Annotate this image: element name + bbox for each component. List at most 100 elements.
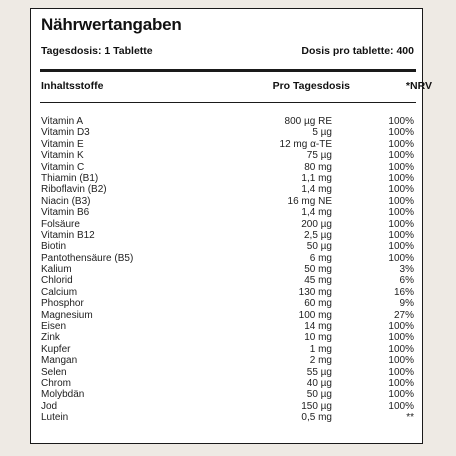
table-row: Vitamin A 800 µg RE 100% xyxy=(41,116,414,127)
nutrient-name: Zink xyxy=(41,332,60,344)
nutrient-name: Biotin xyxy=(41,241,67,253)
nutrient-nrv: 100% xyxy=(388,127,414,139)
nutrient-amount: 80 mg xyxy=(304,161,332,173)
table-row: Calcium 130 mg 16% xyxy=(41,287,414,298)
nutrient-amount: 100 mg xyxy=(298,309,332,321)
nutrient-name: Phosphor xyxy=(41,298,84,310)
nutrient-nrv: 100% xyxy=(388,229,414,241)
table-row: Chrom 40 µg 100% xyxy=(41,378,414,389)
nutrient-nrv: 100% xyxy=(388,400,414,412)
nutrient-amount: 50 µg xyxy=(306,241,332,253)
table-row: Vitamin B12 2,5 µg 100% xyxy=(41,230,414,241)
nutrient-nrv: 16% xyxy=(393,286,414,298)
table-row: Molybdän 50 µg 100% xyxy=(41,389,414,400)
table-row: Kupfer 1 mg 100% xyxy=(41,344,414,355)
nutrient-name: Vitamin A xyxy=(41,116,84,127)
table-row: Zink 10 mg 100% xyxy=(41,332,414,343)
table-header: Inhaltsstoffe Pro Tagesdosis *NRV xyxy=(41,80,432,92)
nutrient-nrv: 6% xyxy=(399,275,414,287)
nutrient-amount: 12 mg α-TE xyxy=(279,138,332,150)
nutrient-amount: 1,1 mg xyxy=(301,172,332,184)
nutrient-amount: 45 mg xyxy=(304,275,332,287)
nutrient-amount: 130 mg xyxy=(298,286,332,298)
nutrient-nrv: 100% xyxy=(388,161,414,173)
page-title: Nährwertangaben xyxy=(41,15,182,34)
nutrient-name: Vitamin B12 xyxy=(41,229,95,241)
nutrient-nrv: 27% xyxy=(393,309,414,321)
table-row: Kalium 50 mg 3% xyxy=(41,264,414,275)
nutrient-name: Jod xyxy=(41,400,58,412)
serving-info: Tagesdosis: 1 Tablette Dosis pro tablett… xyxy=(41,45,414,57)
nutrient-name: Vitamin K xyxy=(41,150,84,162)
nutrient-nrv: 100% xyxy=(388,218,414,230)
nutrient-nrv: 100% xyxy=(388,138,414,150)
nutrient-amount: 800 µg RE xyxy=(284,116,332,127)
nutrient-amount: 1,4 mg xyxy=(301,207,332,219)
nutrient-nrv: 100% xyxy=(388,252,414,264)
nutrient-amount: 5 µg xyxy=(312,127,332,139)
nutrient-table: Vitamin A 800 µg RE 100% Vitamin D3 5 µg 100%… xyxy=(41,116,414,424)
nutrient-name: Vitamin B6 xyxy=(41,207,90,219)
table-row: Biotin 50 µg 100% xyxy=(41,241,414,252)
nutrient-amount: 16 mg NE xyxy=(287,195,332,207)
nutrient-name: Riboflavin (B2) xyxy=(41,184,107,196)
nutrient-name: Mangan xyxy=(41,355,78,367)
table-row: Folsäure 200 µg 100% xyxy=(41,219,414,230)
nutrient-name: Lutein xyxy=(41,412,69,424)
nutrient-name: Molybdän xyxy=(41,389,85,401)
doses-per-pack-text: Dosis pro tablette: 400 xyxy=(301,45,414,57)
nutrient-name: Selen xyxy=(41,366,67,378)
nutrient-nrv: 100% xyxy=(388,241,414,253)
table-row: Riboflavin (B2) 1,4 mg 100% xyxy=(41,184,414,195)
nutrient-amount: 1 mg xyxy=(309,343,332,355)
nutrient-name: Pantothensäure (B5) xyxy=(41,252,134,264)
nutrient-name: Niacin (B3) xyxy=(41,195,91,207)
table-row: Thiamin (B1) 1,1 mg 100% xyxy=(41,173,414,184)
nutrient-nrv: 100% xyxy=(388,184,414,196)
table-row: Phosphor 60 mg 9% xyxy=(41,298,414,309)
nutrient-nrv: 100% xyxy=(388,207,414,219)
nutrient-nrv: 3% xyxy=(399,264,414,276)
nutrient-amount: 0,5 mg xyxy=(301,412,332,424)
nutrient-name: Magnesium xyxy=(41,309,93,321)
nutrient-name: Thiamin (B1) xyxy=(41,172,99,184)
nutrient-amount: 60 mg xyxy=(304,298,332,310)
header-ingredient: Inhaltsstoffe xyxy=(41,80,104,92)
table-row: Lutein 0,5 mg ** xyxy=(41,412,414,423)
header-amount: Pro Tagesdosis xyxy=(272,80,350,92)
table-row: Magnesium 100 mg 27% xyxy=(41,310,414,321)
table-row: Vitamin B6 1,4 mg 100% xyxy=(41,207,414,218)
table-row: Vitamin C 80 mg 100% xyxy=(41,162,414,173)
nutrient-amount: 50 mg xyxy=(304,264,332,276)
thick-divider xyxy=(40,69,416,72)
nutrient-name: Kalium xyxy=(41,264,72,276)
nutrient-amount: 2 mg xyxy=(309,355,332,367)
nutrient-name: Vitamin C xyxy=(41,161,85,173)
table-row: Vitamin D3 5 µg 100% xyxy=(41,127,414,138)
nutrient-nrv: 100% xyxy=(388,116,414,127)
nutrient-nrv: 100% xyxy=(388,195,414,207)
table-row: Chlorid 45 mg 6% xyxy=(41,275,414,286)
nutrient-nrv: 100% xyxy=(388,389,414,401)
table-row: Selen 55 µg 100% xyxy=(41,367,414,378)
table-row: Niacin (B3) 16 mg NE 100% xyxy=(41,196,414,207)
nutrient-name: Vitamin E xyxy=(41,138,84,150)
nutrient-amount: 50 µg xyxy=(306,389,332,401)
table-row: Eisen 14 mg 100% xyxy=(41,321,414,332)
nutrient-nrv: 100% xyxy=(388,321,414,333)
nutrient-amount: 14 mg xyxy=(304,321,332,333)
nutrient-nrv: 9% xyxy=(399,298,414,310)
nutrient-amount: 200 µg xyxy=(301,218,332,230)
nutrient-amount: 150 µg xyxy=(301,400,332,412)
nutrient-nrv: 100% xyxy=(388,366,414,378)
nutrient-name: Eisen xyxy=(41,321,67,333)
daily-dose-text: Tagesdosis: 1 Tablette xyxy=(41,45,153,57)
table-row: Vitamin E 12 mg α-TE 100% xyxy=(41,139,414,150)
table-row: Pantothensäure (B5) 6 mg 100% xyxy=(41,253,414,264)
nutrient-name: Calcium xyxy=(41,286,78,298)
thin-divider xyxy=(40,102,416,103)
nutrient-amount: 40 µg xyxy=(306,377,332,389)
nutrient-nrv: 100% xyxy=(388,355,414,367)
nutrition-facts-panel: Nährwertangaben Tagesdosis: 1 Tablette D… xyxy=(30,8,432,444)
nutrient-amount: 1,4 mg xyxy=(301,184,332,196)
